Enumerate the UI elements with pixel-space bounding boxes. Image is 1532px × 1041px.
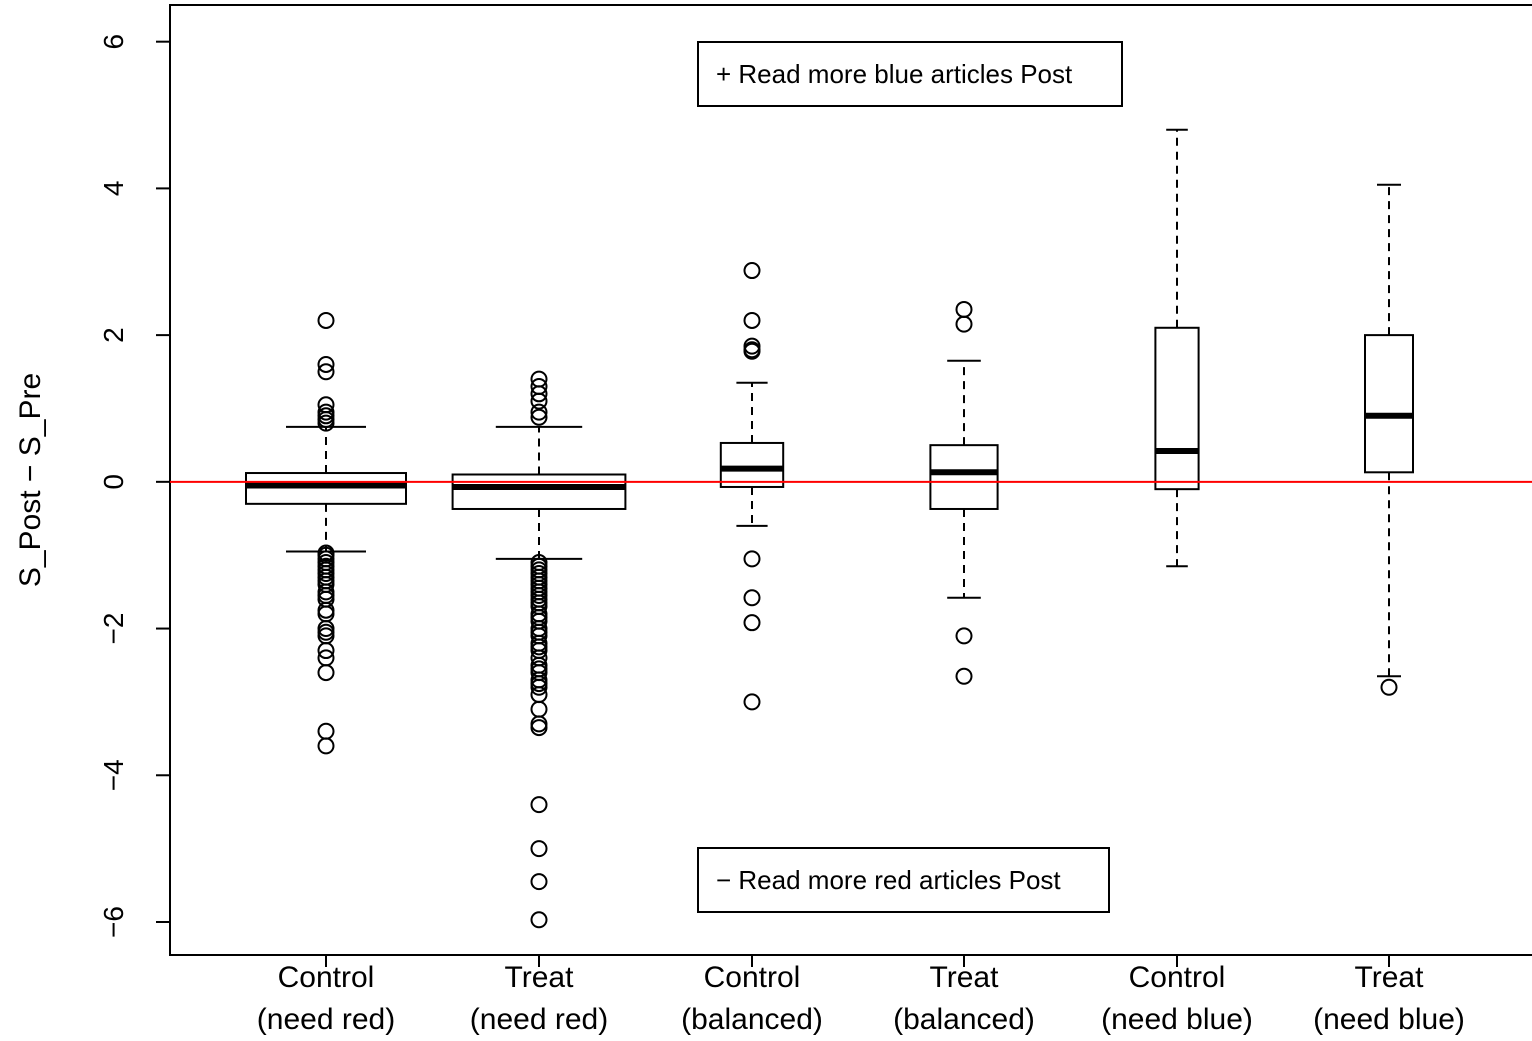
x-tick-label-line1: Control [704,961,801,994]
x-tick-label-line1: Control [1129,961,1226,994]
outlier-point [317,722,335,740]
y-tick-label: 4 [98,181,129,197]
outlier-point [530,392,548,410]
interquartile-box [1364,334,1414,474]
upper-annotation-frame [697,41,1123,107]
outlier-point [743,342,761,360]
x-tick-label-line1: Treat [930,961,1000,994]
outlier-point [743,693,761,711]
lower-annotation-frame [697,847,1110,913]
x-tick-label-line1: Control [278,961,375,994]
interquartile-box [451,473,627,510]
outlier-point [317,623,335,641]
outlier-point [743,589,761,607]
outlier-point [317,363,335,381]
boxes-group [245,128,1414,929]
y-tick-label: −6 [98,906,129,938]
outlier-point [743,550,761,568]
x-tick-label-line2: (need red) [470,1003,608,1036]
box-6 [1364,183,1414,696]
outlier-point [955,300,973,318]
outlier-point [530,715,548,733]
box-4 [929,300,999,685]
outlier-point [530,408,548,426]
outlier-point [955,315,973,333]
y-axis-title: S_Post − S_Pre [14,373,47,587]
lower-annotation-box: − Read more red articles Post [697,847,1110,913]
outlier-point [530,403,548,421]
outlier-point [530,840,548,858]
y-tick-label: 6 [98,34,129,50]
outlier-point [317,737,335,755]
interquartile-box [1154,326,1200,491]
outlier-point [530,873,548,891]
outlier-point [317,355,335,373]
upper-annotation-text: + Read more blue articles Post [716,59,1073,89]
y-tick-label: 0 [98,474,129,490]
x-tick-label-line2: (balanced) [681,1003,823,1036]
outlier-point [530,385,548,403]
outlier-point [317,587,335,605]
box-1 [245,311,407,755]
box-3 [719,262,785,711]
y-tick-label: −4 [98,759,129,791]
outlier-point [530,719,548,737]
x-tick-label-line2: (need blue) [1101,1003,1253,1036]
x-tick-label-line2: (need blue) [1313,1003,1465,1036]
outlier-point [743,262,761,280]
lower-annotation-text: − Read more red articles Post [716,865,1061,895]
y-tick-label: −2 [98,613,129,645]
x-tick-label-line2: (need red) [257,1003,395,1036]
x-tick-label-line1: Treat [1355,961,1425,994]
box-2 [451,370,627,929]
upper-annotation-box: + Read more blue articles Post [697,41,1123,107]
interquartile-box [929,444,999,510]
outlier-point [530,678,548,696]
outlier-point [530,796,548,814]
outlier-point [317,601,335,619]
y-tick-label: 2 [98,327,129,343]
x-tick-label-line1: Treat [505,961,575,994]
x-tick-label-line2: (balanced) [893,1003,1035,1036]
outlier-point [317,311,335,329]
outlier-point [530,700,548,718]
outlier-point [955,667,973,685]
outlier-point [743,311,761,329]
x-axis: Control (need red) Treat (need red) Control (… [257,954,1530,1036]
outlier-point [317,642,335,660]
interquartile-box [719,441,785,488]
outlier-point [317,414,335,432]
box-5 [1154,128,1200,568]
outlier-point [317,664,335,682]
outlier-point [317,605,335,623]
outlier-point [743,614,761,632]
y-axis: −6 −4 −2 0 2 4 6 [98,34,170,938]
outlier-point [955,627,973,645]
outlier-point [530,911,548,929]
outlier-point [1380,678,1398,696]
